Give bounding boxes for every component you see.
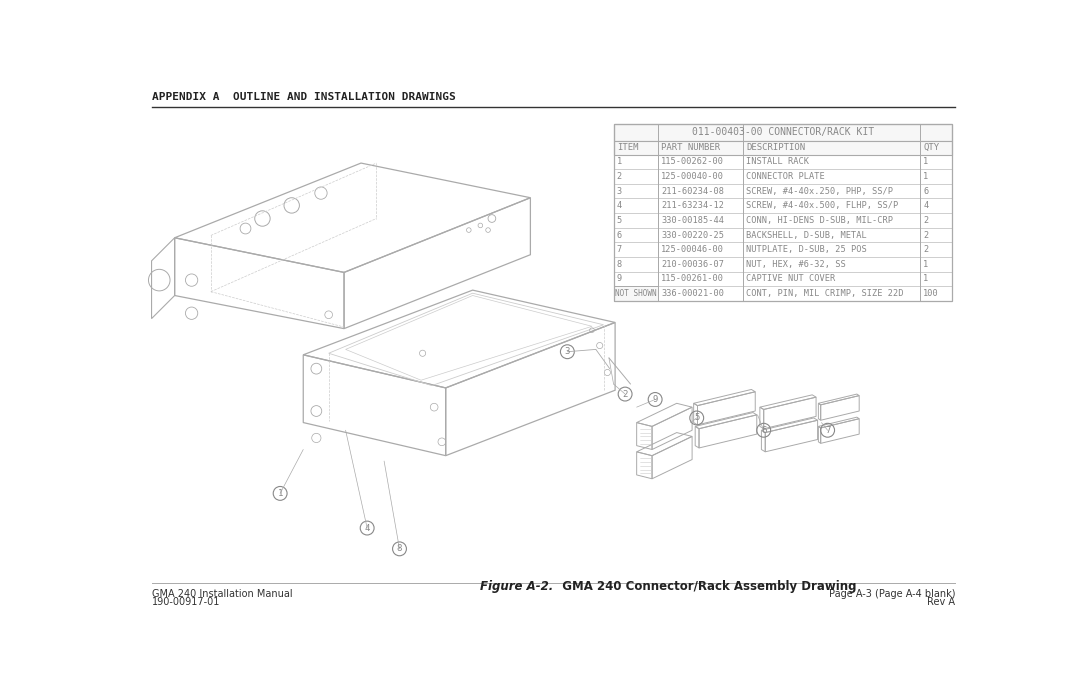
- Text: 100: 100: [923, 289, 939, 298]
- Text: Rev A: Rev A: [928, 597, 956, 607]
- Text: BACKSHELL, D-SUB, METAL: BACKSHELL, D-SUB, METAL: [746, 230, 867, 239]
- Text: 336-00021-00: 336-00021-00: [661, 289, 725, 298]
- Text: 1: 1: [278, 489, 283, 498]
- Text: 7: 7: [825, 426, 831, 435]
- Text: APPENDIX A  OUTLINE AND INSTALLATION DRAWINGS: APPENDIX A OUTLINE AND INSTALLATION DRAW…: [151, 92, 456, 102]
- Text: PART NUMBER: PART NUMBER: [661, 143, 720, 152]
- Bar: [613, 141, 953, 154]
- Text: 2: 2: [923, 230, 929, 239]
- Text: CONNECTOR PLATE: CONNECTOR PLATE: [746, 172, 825, 181]
- Text: 190-00917-01: 190-00917-01: [151, 597, 220, 607]
- Text: 115-00261-00: 115-00261-00: [661, 274, 725, 283]
- Text: 330-00220-25: 330-00220-25: [661, 230, 725, 239]
- Text: Figure A-2.: Figure A-2.: [481, 579, 554, 593]
- Text: 4: 4: [617, 201, 622, 210]
- Text: NUT, HEX, #6-32, SS: NUT, HEX, #6-32, SS: [746, 260, 846, 269]
- Text: 9: 9: [652, 395, 658, 404]
- Text: 1: 1: [923, 260, 929, 269]
- Text: 330-00185-44: 330-00185-44: [661, 216, 725, 225]
- Text: INSTALL RACK: INSTALL RACK: [746, 158, 809, 166]
- Text: Page A-3 (Page A-4 blank): Page A-3 (Page A-4 blank): [829, 589, 956, 599]
- Text: ITEM: ITEM: [617, 143, 638, 152]
- Text: 7: 7: [617, 245, 622, 254]
- Text: 1: 1: [923, 158, 929, 166]
- Text: 8: 8: [617, 260, 622, 269]
- Text: GMA 240 Installation Manual: GMA 240 Installation Manual: [151, 589, 293, 599]
- Text: 9: 9: [617, 274, 622, 283]
- Text: DESCRIPTION: DESCRIPTION: [746, 143, 805, 152]
- Text: 211-63234-12: 211-63234-12: [661, 201, 725, 210]
- Text: 2: 2: [923, 216, 929, 225]
- Text: 3: 3: [617, 186, 622, 195]
- Text: 8: 8: [396, 544, 402, 554]
- Text: 210-00036-07: 210-00036-07: [661, 260, 725, 269]
- Bar: [613, 286, 658, 301]
- Text: 125-00040-00: 125-00040-00: [661, 172, 725, 181]
- Text: 2: 2: [622, 389, 627, 399]
- Text: 3: 3: [565, 347, 570, 356]
- Text: NUTPLATE, D-SUB, 25 POS: NUTPLATE, D-SUB, 25 POS: [746, 245, 867, 254]
- Text: 1: 1: [617, 158, 622, 166]
- Text: CONT, PIN, MIL CRIMP, SIZE 22D: CONT, PIN, MIL CRIMP, SIZE 22D: [746, 289, 904, 298]
- Text: GMA 240 Connector/Rack Assembly Drawing: GMA 240 Connector/Rack Assembly Drawing: [554, 579, 856, 593]
- Text: 4: 4: [923, 201, 929, 210]
- Text: 6: 6: [761, 426, 767, 435]
- Bar: [613, 124, 953, 141]
- Text: CONN, HI-DENS D-SUB, MIL-CRP: CONN, HI-DENS D-SUB, MIL-CRP: [746, 216, 893, 225]
- Text: 1: 1: [923, 172, 929, 181]
- Text: 6: 6: [923, 186, 929, 195]
- Text: 115-00262-00: 115-00262-00: [661, 158, 725, 166]
- Text: SCREW, #4-40x.250, PHP, SS/P: SCREW, #4-40x.250, PHP, SS/P: [746, 186, 893, 195]
- Text: QTY: QTY: [923, 143, 940, 152]
- Text: NOT SHOWN: NOT SHOWN: [616, 289, 657, 298]
- Text: 125-00046-00: 125-00046-00: [661, 245, 725, 254]
- Text: 2: 2: [617, 172, 622, 181]
- Text: 6: 6: [617, 230, 622, 239]
- Text: 5: 5: [694, 413, 700, 422]
- Text: 5: 5: [617, 216, 622, 225]
- Text: 4: 4: [364, 524, 369, 533]
- Text: SCREW, #4-40x.500, FLHP, SS/P: SCREW, #4-40x.500, FLHP, SS/P: [746, 201, 899, 210]
- Text: 011-00403-00 CONNECTOR/RACK KIT: 011-00403-00 CONNECTOR/RACK KIT: [692, 127, 874, 138]
- Text: 2: 2: [923, 245, 929, 254]
- Text: 1: 1: [923, 274, 929, 283]
- Text: CAPTIVE NUT COVER: CAPTIVE NUT COVER: [746, 274, 835, 283]
- Bar: [613, 124, 953, 301]
- Text: 211-60234-08: 211-60234-08: [661, 186, 725, 195]
